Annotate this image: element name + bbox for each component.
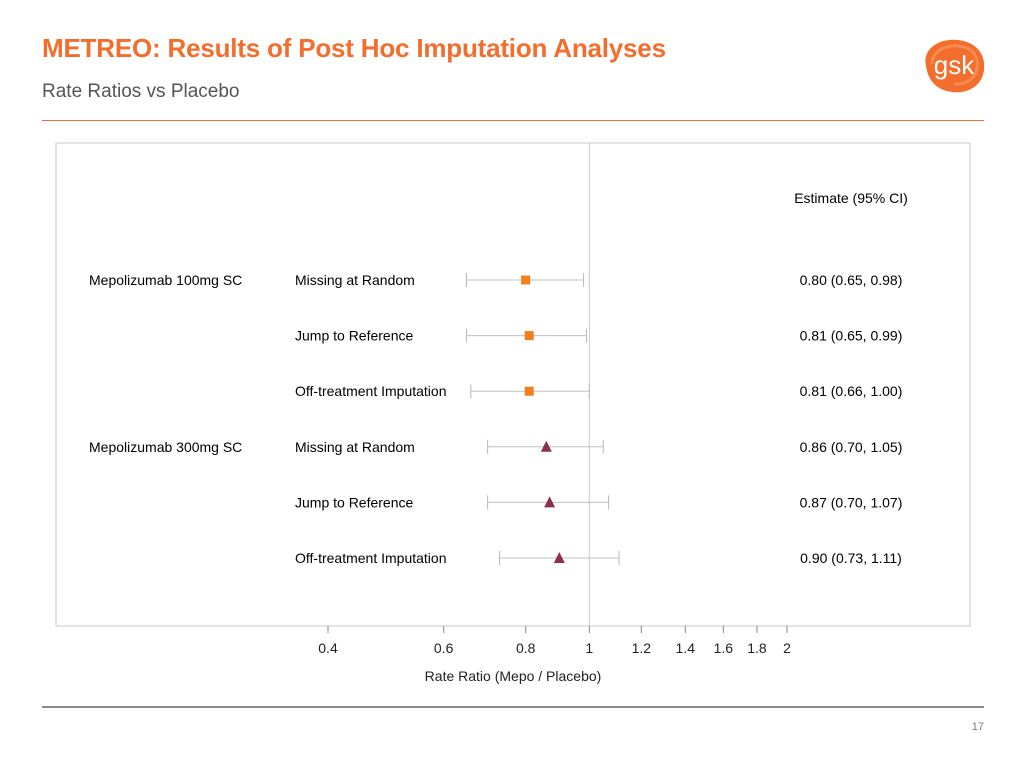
gsk-logo: gsk	[925, 39, 985, 93]
slide-subtitle: Rate Ratios vs Placebo	[42, 81, 240, 102]
slide-title: METREO: Results of Post Hoc Imputation A…	[42, 33, 666, 63]
estimate-header: Estimate (95% CI)	[794, 190, 908, 206]
x-tick-label: 1.6	[714, 640, 734, 656]
estimate-value: 0.81 (0.65, 0.99)	[800, 328, 903, 344]
forest-plot: Mepolizumab 100mg SC Missing at Random 0.8…	[55, 142, 971, 684]
estimate-value: 0.80 (0.65, 0.98)	[800, 272, 903, 288]
group-label: Mepolizumab 100mg SC	[89, 272, 242, 288]
plot-frame	[55, 142, 971, 627]
method-label: Off-treatment Imputation	[295, 383, 446, 399]
group-label: Mepolizumab 300mg SC	[89, 439, 242, 455]
estimate-value: 0.86 (0.70, 1.05)	[800, 439, 903, 455]
footer-divider	[42, 706, 984, 708]
estimate-value: 0.90 (0.73, 1.11)	[800, 550, 902, 566]
method-label: Missing at Random	[295, 439, 415, 455]
logo-text: gsk	[934, 50, 975, 80]
estimate-marker	[524, 331, 534, 341]
estimate-marker	[544, 496, 556, 508]
x-axis-label: Rate Ratio (Mepo / Placebo)	[425, 668, 602, 684]
method-label: Jump to Reference	[295, 328, 413, 344]
x-tick-label: 1	[585, 640, 593, 656]
estimate-marker	[540, 440, 552, 452]
estimate-marker	[553, 552, 565, 563]
estimate-value: 0.81 (0.66, 1.00)	[800, 383, 903, 399]
method-label: Missing at Random	[295, 272, 415, 288]
method-label: Off-treatment Imputation	[295, 550, 446, 566]
x-tick-label: 0.4	[318, 640, 338, 656]
x-tick-label: 2	[783, 640, 791, 656]
x-tick-label: 0.8	[516, 640, 536, 656]
estimate-marker	[521, 275, 531, 285]
estimate-marker	[524, 386, 534, 396]
x-tick-label: 1.4	[676, 640, 696, 656]
x-tick-label: 1.2	[632, 640, 652, 656]
estimate-value: 0.87 (0.70, 1.07)	[800, 494, 903, 510]
x-tick-label: 0.6	[434, 640, 454, 656]
method-label: Jump to Reference	[295, 494, 413, 510]
page-number: 17	[971, 721, 984, 733]
title-divider	[42, 120, 984, 121]
x-tick-label: 1.8	[747, 640, 767, 656]
